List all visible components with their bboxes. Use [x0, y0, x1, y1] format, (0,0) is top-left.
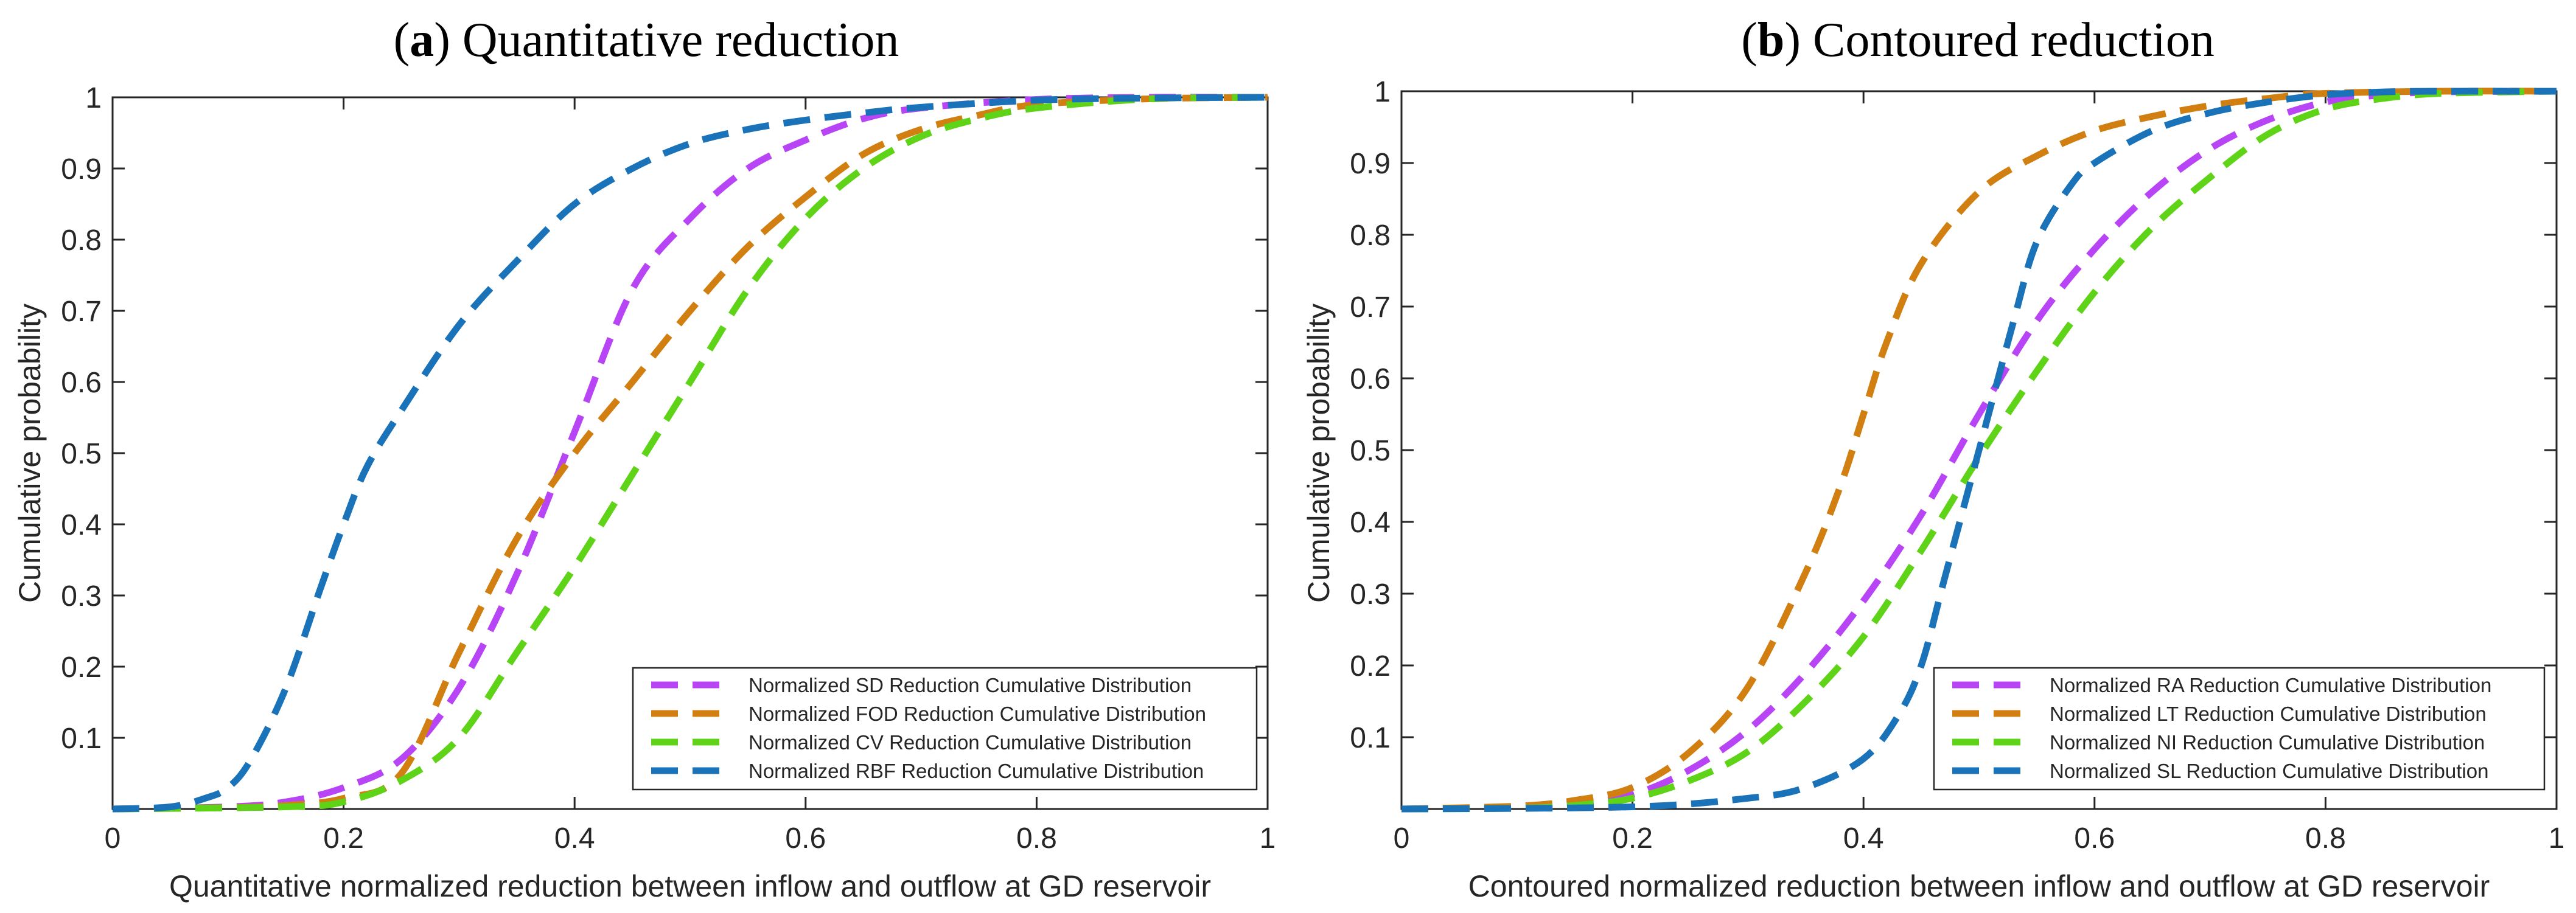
- panel-a-y-tick-label: 0.4: [61, 509, 102, 541]
- panel-a-x-tick-label: 0.2: [323, 822, 364, 855]
- panel-a-legend-label: Normalized FOD Reduction Cumulative Dist…: [749, 703, 1206, 725]
- panel-a: (a) Quantitative reduction 0 0.2 0.4 0.6 0.8…: [13, 13, 1276, 903]
- panel-a-legend-box: [632, 667, 1258, 791]
- panel-a-series-line-3: [112, 94, 1268, 813]
- panel-b-x-tick-label: 0.4: [1843, 822, 1884, 855]
- panel-b-x-tick-label: 0: [1394, 822, 1410, 855]
- panel-a-series-lines: [112, 94, 1268, 813]
- panel-b-x-axis-label: Contoured normalized reduction between i…: [1468, 869, 2490, 903]
- panel-a-x-axis-label: Quantitative normalized reduction betwee…: [169, 869, 1211, 903]
- panel-a-title: (a) Quantitative reduction: [394, 13, 899, 67]
- panel-b-y-tick-label: 0.2: [1350, 650, 1391, 682]
- panel-a-x-tick-label: 0.6: [785, 822, 826, 855]
- panel-a-y-tick-label: 0.8: [61, 224, 102, 257]
- panel-a-y-axis-label: Cumulative probability: [13, 304, 47, 603]
- panel-b-legend-label: Normalized RA Reduction Cumulative Distr…: [2050, 674, 2491, 696]
- panel-a-y-tick-label: 0.5: [61, 438, 102, 470]
- panel-b-legend: Normalized RA Reduction Cumulative Distr…: [1933, 667, 2546, 791]
- panel-b-y-tick-label: 0.4: [1350, 507, 1391, 539]
- panel-b-y-tick-label: 0.8: [1350, 220, 1391, 252]
- panel-a-series-line-2: [112, 94, 1268, 813]
- panel-a-series-line-0: [112, 94, 1268, 813]
- panel-a-y-tick-label: 0.3: [61, 580, 102, 613]
- panel-a-y-tick-label: 0.7: [61, 296, 102, 328]
- panel-b-y-ticks: 0.1 0.2 0.3 0.4 0.5 0.6 0.7 0.8 0.9 1: [1350, 76, 2557, 754]
- panel-b-x-tick-label: 0.2: [1612, 822, 1653, 855]
- panel-a-legend-label: Normalized CV Reduction Cumulative Distr…: [749, 731, 1192, 754]
- panel-a-y-ticks: 0.1 0.2 0.3 0.4 0.5 0.6 0.7 0.8 0.9 1: [61, 82, 1268, 755]
- panel-a-title-letter: a: [410, 13, 434, 67]
- panel-a-y-tick-label: 1: [85, 82, 102, 114]
- panel-b-legend-label: Normalized LT Reduction Cumulative Distr…: [2050, 703, 2487, 725]
- panel-a-title-text: Quantitative reduction: [462, 13, 899, 67]
- panel-b-series-line-0: [1401, 88, 2557, 813]
- panel-b-y-tick-label: 0.5: [1350, 435, 1391, 467]
- panel-a-x-tick-label: 0.8: [1016, 822, 1057, 855]
- panel-b-y-tick-label: 0.3: [1350, 578, 1391, 611]
- panel-b-x-tick-label: 0.8: [2305, 822, 2346, 855]
- panel-a-legend: Normalized SD Reduction Cumulative Distr…: [632, 667, 1258, 791]
- panel-b-y-tick-label: 0.9: [1350, 148, 1391, 180]
- panel-b-legend-label: Normalized SL Reduction Cumulative Distr…: [2050, 760, 2488, 782]
- panel-b-legend-box: [1933, 667, 2546, 791]
- panel-b-series-lines: [1401, 88, 2557, 813]
- panel-a-x-tick-label: 1: [1260, 822, 1276, 855]
- panel-b-y-tick-label: 0.1: [1350, 722, 1391, 754]
- panel-b-legend-label: Normalized NI Reduction Cumulative Distr…: [2050, 731, 2485, 754]
- panel-b-y-tick-label: 0.6: [1350, 363, 1391, 395]
- panel-a-x-tick-label: 0: [105, 822, 121, 855]
- panel-b-series-line-1: [1401, 88, 2557, 813]
- panel-b-title: (b) Contoured reduction: [1741, 13, 2215, 67]
- panel-b-x-tick-label: 1: [2549, 822, 2565, 855]
- panel-a-y-tick-label: 0.2: [61, 651, 102, 684]
- panel-a-y-tick-label: 0.1: [61, 723, 102, 755]
- panel-b-title-text: Contoured reduction: [1813, 13, 2215, 67]
- panel-a-legend-label: Normalized SD Reduction Cumulative Distr…: [749, 674, 1192, 696]
- panel-a-x-ticks: 0 0.2 0.4 0.6 0.8 1: [105, 97, 1276, 855]
- panel-b-x-ticks: 0 0.2 0.4 0.6 0.8 1: [1394, 91, 2565, 855]
- panel-a-legend-label: Normalized RBF Reduction Cumulative Dist…: [749, 760, 1204, 782]
- panel-b-y-axis-label: Cumulative probability: [1302, 304, 1336, 603]
- panel-b-y-tick-label: 1: [1374, 76, 1391, 108]
- panel-a-y-tick-label: 0.9: [61, 153, 102, 186]
- panel-b-series-line-3: [1401, 88, 2557, 813]
- panel-b-title-letter: b: [1757, 13, 1785, 67]
- panel-a-y-tick-label: 0.6: [61, 367, 102, 399]
- panel-a-x-tick-label: 0.4: [554, 822, 595, 855]
- panel-b-x-tick-label: 0.6: [2074, 822, 2115, 855]
- panel-b-y-tick-label: 0.7: [1350, 291, 1391, 324]
- panel-b: (b) Contoured reduction 0 0.2 0.4 0.6 0.8 1 0…: [1302, 13, 2564, 903]
